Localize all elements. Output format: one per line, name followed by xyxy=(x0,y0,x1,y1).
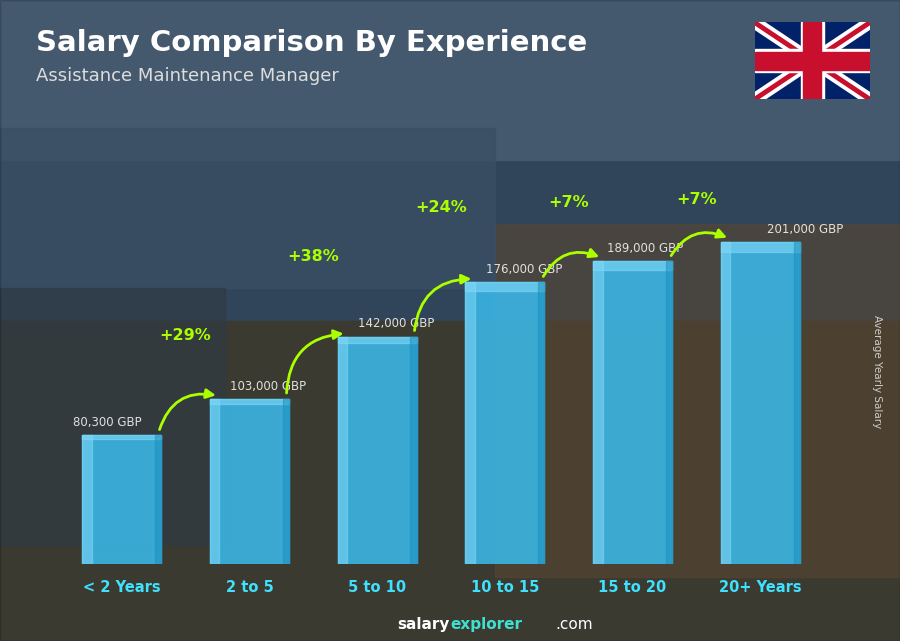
Bar xyxy=(0,0,900,320)
FancyArrowPatch shape xyxy=(286,331,340,393)
Bar xyxy=(666,262,672,564)
Text: 176,000 GBP: 176,000 GBP xyxy=(486,263,562,276)
Bar xyxy=(338,337,417,344)
Bar xyxy=(593,262,672,271)
Text: +38%: +38% xyxy=(287,249,339,264)
Bar xyxy=(465,282,475,564)
Text: +24%: +24% xyxy=(415,200,467,215)
Bar xyxy=(804,22,821,99)
Bar xyxy=(210,399,289,564)
Text: salary: salary xyxy=(398,617,450,633)
Bar xyxy=(155,435,161,564)
Bar xyxy=(283,399,289,564)
Text: explorer: explorer xyxy=(450,617,522,633)
Bar xyxy=(82,435,92,564)
Bar xyxy=(410,337,417,564)
FancyArrowPatch shape xyxy=(671,230,724,256)
Bar xyxy=(465,282,544,290)
Bar xyxy=(0,288,225,545)
Bar xyxy=(495,224,900,577)
Text: Salary Comparison By Experience: Salary Comparison By Experience xyxy=(36,29,587,57)
Bar xyxy=(0,128,495,288)
Text: 103,000 GBP: 103,000 GBP xyxy=(230,379,306,392)
Bar xyxy=(593,262,602,564)
Bar xyxy=(593,262,672,564)
Text: +29%: +29% xyxy=(159,328,211,343)
Bar xyxy=(210,399,289,404)
Bar xyxy=(82,435,161,439)
Text: Assistance Maintenance Manager: Assistance Maintenance Manager xyxy=(36,67,339,85)
Text: .com: .com xyxy=(555,617,593,633)
Text: 142,000 GBP: 142,000 GBP xyxy=(358,317,435,330)
Bar xyxy=(0,320,900,641)
Bar xyxy=(754,49,870,72)
Bar xyxy=(801,22,824,99)
Bar xyxy=(0,0,900,160)
Text: Average Yearly Salary: Average Yearly Salary xyxy=(872,315,883,428)
Bar xyxy=(210,399,220,564)
Text: 201,000 GBP: 201,000 GBP xyxy=(767,222,843,235)
FancyArrowPatch shape xyxy=(544,249,597,276)
Bar xyxy=(338,337,347,564)
Text: 80,300 GBP: 80,300 GBP xyxy=(73,416,141,429)
FancyArrowPatch shape xyxy=(159,390,213,429)
Bar xyxy=(754,52,870,70)
FancyArrowPatch shape xyxy=(415,276,468,331)
Text: 189,000 GBP: 189,000 GBP xyxy=(608,242,683,254)
Bar xyxy=(721,242,800,252)
Bar xyxy=(794,242,800,564)
Bar xyxy=(338,337,417,564)
Text: +7%: +7% xyxy=(548,195,590,210)
Bar xyxy=(721,242,730,564)
Bar xyxy=(82,435,161,564)
Bar xyxy=(721,242,800,564)
Text: +7%: +7% xyxy=(676,192,716,206)
Bar xyxy=(538,282,544,564)
Bar xyxy=(465,282,544,564)
